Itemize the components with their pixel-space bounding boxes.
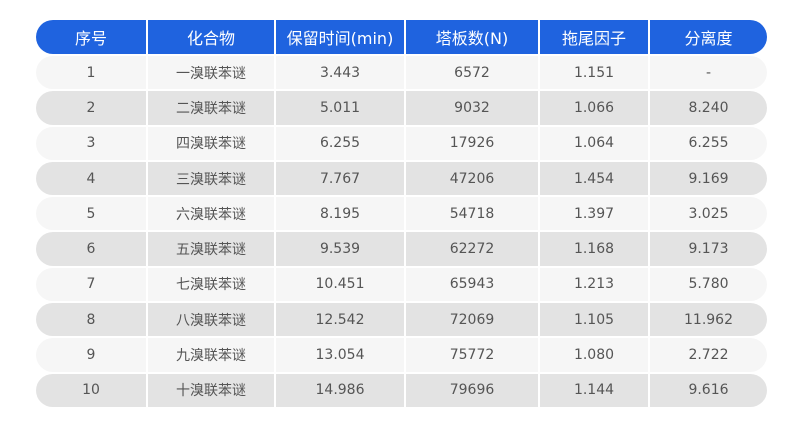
table-cell: 9032 — [406, 91, 540, 125]
table-cell: 17926 — [406, 126, 540, 160]
table-row: 1 一溴联苯谜 3.443 6572 1.151- — [36, 56, 767, 90]
table-cell: 9.169 — [650, 161, 767, 196]
table-cell: 75772 — [406, 338, 540, 372]
table-cell: 1.080 — [540, 338, 650, 372]
table-cell: 五溴联苯谜 — [148, 232, 276, 266]
table-cell: 二溴联苯谜 — [148, 91, 276, 125]
table-cell: 3.443 — [276, 56, 406, 90]
table-cell: 七溴联苯谜 — [148, 267, 276, 302]
table-cell: 六溴联苯谜 — [148, 197, 276, 231]
table-row: 10 十溴联苯谜 14.986 79696 1.144 9.616 — [36, 373, 767, 407]
table-cell: 14.986 — [276, 373, 406, 407]
table-cell: 6 — [36, 232, 148, 266]
data-table: 序号 化合物 保留时间(min) 塔板数(N) 拖尾因子 分离度 1 一溴联苯谜 3.443 65… — [36, 20, 767, 409]
table-cell: 九溴联苯谜 — [148, 338, 276, 372]
table-cell: 1.213 — [540, 267, 650, 302]
table-cell: 1.168 — [540, 232, 650, 266]
table-cell: 十溴联苯谜 — [148, 373, 276, 407]
table-header-row: 序号 化合物 保留时间(min) 塔板数(N) 拖尾因子 分离度 — [36, 20, 767, 54]
table-cell: 13.054 — [276, 338, 406, 372]
table-row: 8 八溴联苯谜 12.542 72069 1.105 11.962 — [36, 303, 767, 337]
table-cell: 54718 — [406, 197, 540, 231]
table-cell: 3 — [36, 126, 148, 160]
table-cell: 6.255 — [276, 126, 406, 160]
table-cell: 7 — [36, 267, 148, 302]
table-cell: 2.722 — [650, 338, 767, 372]
column-header: 拖尾因子 — [540, 20, 650, 54]
table-row: 5 六溴联苯谜 8.195 54718 1.397 3.025 — [36, 197, 767, 231]
column-header: 化合物 — [148, 20, 276, 54]
table-row: 7 七溴联苯谜 10.451 65943 1.213 5.780 — [36, 267, 767, 302]
table-cell: 47206 — [406, 161, 540, 196]
table-cell: 65943 — [406, 267, 540, 302]
table-cell: 8.195 — [276, 197, 406, 231]
table-cell: 5.780 — [650, 267, 767, 302]
column-header: 分离度 — [650, 20, 767, 54]
column-header: 保留时间(min) — [276, 20, 406, 54]
table-cell: 1 — [36, 56, 148, 90]
table-cell: 八溴联苯谜 — [148, 303, 276, 337]
table-cell: 8 — [36, 303, 148, 337]
table-cell: 7.767 — [276, 161, 406, 196]
table-row: 9 九溴联苯谜 13.054 75772 1.080 2.722 — [36, 338, 767, 372]
table-cell: 9.539 — [276, 232, 406, 266]
table-cell: 5.011 — [276, 91, 406, 125]
table-row: 4 三溴联苯谜 7.767 47206 1.454 9.169 — [36, 161, 767, 196]
table-cell: 12.542 — [276, 303, 406, 337]
table-cell: 11.962 — [650, 303, 767, 337]
table-cell: 79696 — [406, 373, 540, 407]
table-cell: 1.397 — [540, 197, 650, 231]
table-cell: 三溴联苯谜 — [148, 161, 276, 196]
table-cell: 1.105 — [540, 303, 650, 337]
table-cell: 9.616 — [650, 373, 767, 407]
table-cell: 1.064 — [540, 126, 650, 160]
table-cell: 2 — [36, 91, 148, 125]
table-cell: 6.255 — [650, 126, 767, 160]
table-cell: 1.144 — [540, 373, 650, 407]
table-cell: 9 — [36, 338, 148, 372]
table-cell: 5 — [36, 197, 148, 231]
table-cell: 四溴联苯谜 — [148, 126, 276, 160]
table-cell: 6572 — [406, 56, 540, 90]
table-row: 3 四溴联苯谜 6.255 17926 1.064 6.255 — [36, 126, 767, 160]
table-cell: 72069 — [406, 303, 540, 337]
table-cell: 9.173 — [650, 232, 767, 266]
table-row: 2 二溴联苯谜 5.011 9032 1.066 8.240 — [36, 91, 767, 125]
column-header: 塔板数(N) — [406, 20, 540, 54]
column-header: 序号 — [36, 20, 148, 54]
table-cell: 10 — [36, 373, 148, 407]
table-cell: 8.240 — [650, 91, 767, 125]
table-cell: 1.151 — [540, 56, 650, 90]
table-cell: 4 — [36, 161, 148, 196]
table-row: 6 五溴联苯谜 9.539 62272 1.168 9.173 — [36, 232, 767, 266]
table-cell: 1.066 — [540, 91, 650, 125]
table-cell: 62272 — [406, 232, 540, 266]
table-cell: 3.025 — [650, 197, 767, 231]
table-cell: 10.451 — [276, 267, 406, 302]
table-cell: 一溴联苯谜 — [148, 56, 276, 90]
table-cell: - — [650, 56, 767, 90]
table-cell: 1.454 — [540, 161, 650, 196]
